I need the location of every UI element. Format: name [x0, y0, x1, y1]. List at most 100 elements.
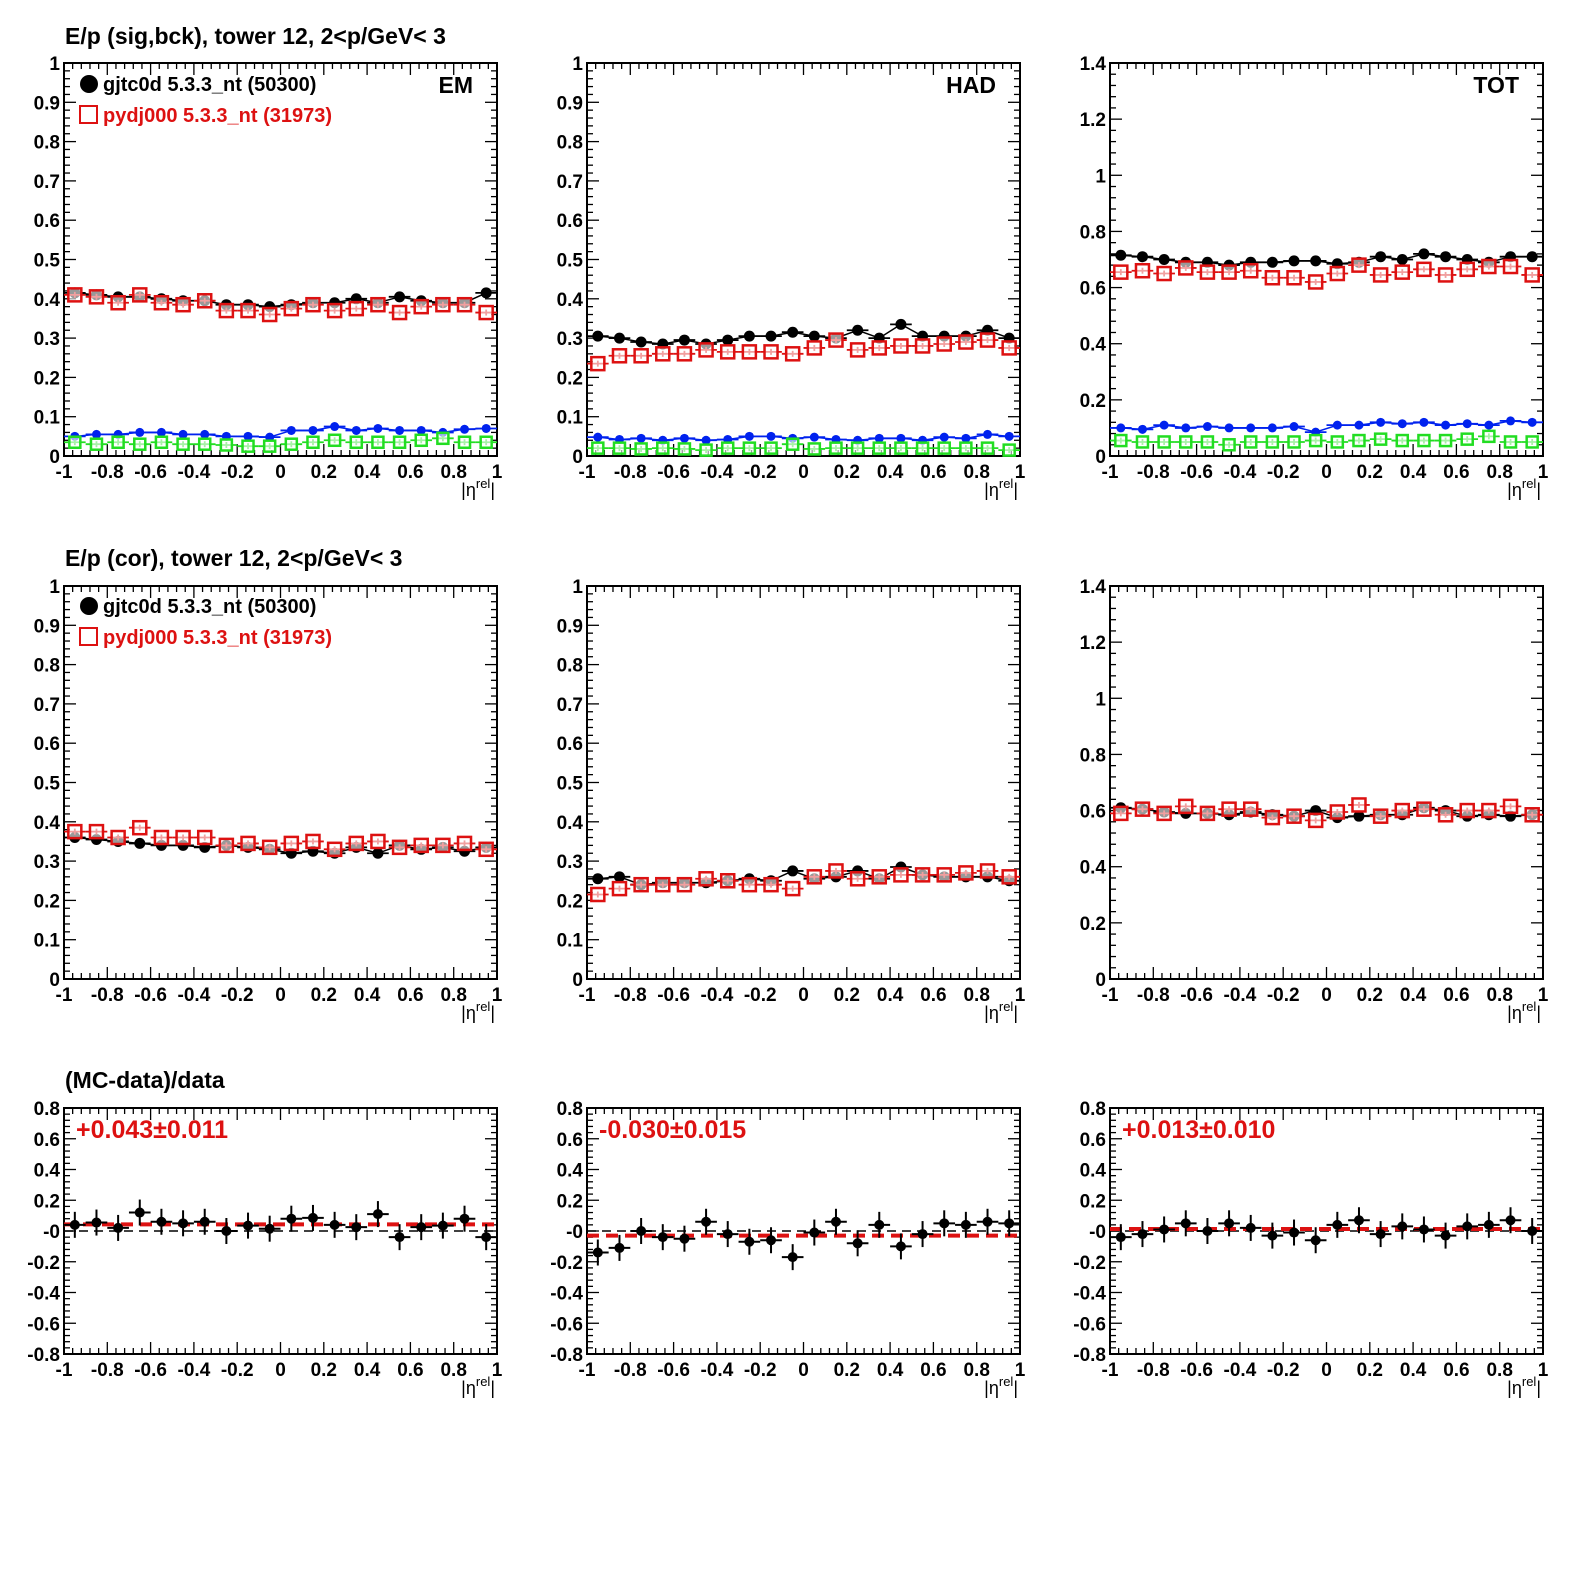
point-1	[1242, 801, 1259, 817]
point-1	[67, 823, 83, 840]
point-2	[896, 433, 906, 443]
point-3	[937, 441, 951, 455]
legend-data-marker	[80, 75, 98, 93]
x-tick-label: -0.8	[1137, 985, 1170, 1006]
point-1	[914, 867, 931, 883]
y-tick-label: 1	[572, 54, 583, 75]
ratio-point	[1137, 1229, 1148, 1240]
legend-top: gjtc0d 5.3.3_nt (50300) pydj000 5.3.3_nt…	[79, 74, 332, 127]
x-tick-label: -0.8	[614, 1360, 647, 1381]
y-tick-label: -0.6	[27, 1314, 60, 1335]
y-tick-label: 0.4	[557, 1161, 584, 1182]
point-1	[698, 871, 714, 887]
ratio-point	[69, 1219, 80, 1230]
point-3	[457, 435, 472, 449]
point-0	[1115, 249, 1127, 261]
ratio-point	[329, 1219, 340, 1230]
y-tick-label: 0.6	[1080, 802, 1106, 823]
point-0	[592, 873, 604, 885]
x-tick-label: -0.2	[1267, 462, 1300, 483]
point-1	[478, 841, 494, 858]
point-0	[1353, 810, 1365, 822]
x-tick-label: 1	[1015, 462, 1026, 483]
x-tick-label: 0	[1321, 985, 1332, 1006]
point-1	[719, 873, 736, 889]
ratio-point	[1397, 1221, 1408, 1232]
point-1	[132, 287, 148, 303]
point-1	[435, 837, 451, 854]
ratio-point	[372, 1209, 383, 1220]
point-1	[958, 865, 974, 881]
x-tick-label: -0.4	[178, 462, 211, 483]
x-tick-label: 0	[1321, 1360, 1332, 1381]
point-2	[1376, 417, 1386, 427]
point-3	[479, 435, 493, 449]
x-tick-label: -0.6	[134, 1360, 167, 1381]
ratio-point	[394, 1232, 405, 1243]
x-tick-label: 0.2	[1357, 985, 1383, 1006]
panel-label: TOT	[1473, 72, 1519, 98]
x-tick-label: 0.2	[834, 462, 860, 483]
point-1	[413, 298, 429, 315]
x-tick-label: -1	[579, 1360, 596, 1381]
x-tick-label: 1	[1538, 1360, 1549, 1381]
point-1	[153, 294, 170, 311]
x-axis-title: |ηrel|	[461, 999, 495, 1023]
panel-1-1: -1 -0.8 -0.6 -0.4 -0.2 0 0.2 0.4 0.6 0.8 1 0 0.1 0.2 0…	[557, 577, 1026, 1023]
ratio-point	[592, 1247, 603, 1258]
legend-data-marker	[80, 597, 98, 615]
x-tick-label: 0.6	[1443, 985, 1469, 1006]
point-1	[218, 302, 235, 319]
y-tick-label: 0.7	[34, 695, 60, 716]
point-1	[456, 835, 473, 852]
point-0	[1310, 255, 1322, 267]
point-1	[741, 876, 758, 893]
point-3	[176, 437, 190, 451]
panel-0-0: -1 -0.8 -0.6 -0.4 -0.2 0 0.2 0.4 0.6 0.8 1 0 0.1 0.2 0…	[34, 54, 503, 500]
point-2	[416, 425, 426, 435]
ratio-point	[830, 1216, 841, 1227]
point-0	[895, 318, 907, 330]
ratio-point	[939, 1218, 950, 1229]
point-1	[1199, 264, 1216, 280]
point-1	[196, 829, 213, 846]
point-1	[676, 346, 693, 362]
y-tick-label: 0.2	[557, 891, 583, 912]
y-tick-label: -0	[43, 1222, 60, 1243]
x-tick-label: -1	[579, 985, 596, 1006]
x-tick-label: 0.8	[963, 462, 989, 483]
y-tick-label: 0.8	[34, 656, 60, 677]
point-1	[1437, 807, 1454, 823]
x-tick-label: -0.8	[1137, 1360, 1170, 1381]
point-1	[110, 294, 126, 311]
point-0	[1158, 254, 1170, 265]
x-tick-label: 0.4	[877, 985, 904, 1006]
point-3	[1308, 433, 1323, 448]
y-tick-label: -0.4	[1073, 1284, 1106, 1305]
y-tick-label: -0.6	[1073, 1314, 1106, 1335]
point-0	[1288, 255, 1300, 267]
point-1	[1156, 805, 1172, 822]
point-3	[68, 435, 82, 449]
y-tick-label: 1	[572, 577, 583, 598]
point-1	[849, 871, 866, 887]
ratio-point	[1245, 1222, 1256, 1233]
point-0	[1266, 256, 1278, 268]
point-0	[635, 336, 647, 348]
ratio-point	[1353, 1215, 1364, 1226]
point-3	[1179, 435, 1193, 449]
point-1	[283, 835, 300, 852]
point-1	[1481, 258, 1497, 275]
x-tick-label: -1	[1102, 985, 1119, 1006]
y-tick-label: 0.4	[1080, 335, 1107, 356]
x-tick-label: -0.6	[1180, 985, 1213, 1006]
point-3	[1460, 432, 1474, 446]
x-axis-title: |ηrel|	[1507, 999, 1541, 1023]
ratio-point	[1180, 1218, 1191, 1229]
x-axis-title: |ηrel|	[984, 476, 1018, 500]
y-tick-label: 0.2	[34, 368, 60, 389]
plot-frame	[1109, 585, 1544, 980]
ratio-point	[286, 1213, 297, 1224]
point-1	[1001, 340, 1017, 356]
ratio-point	[243, 1220, 254, 1231]
